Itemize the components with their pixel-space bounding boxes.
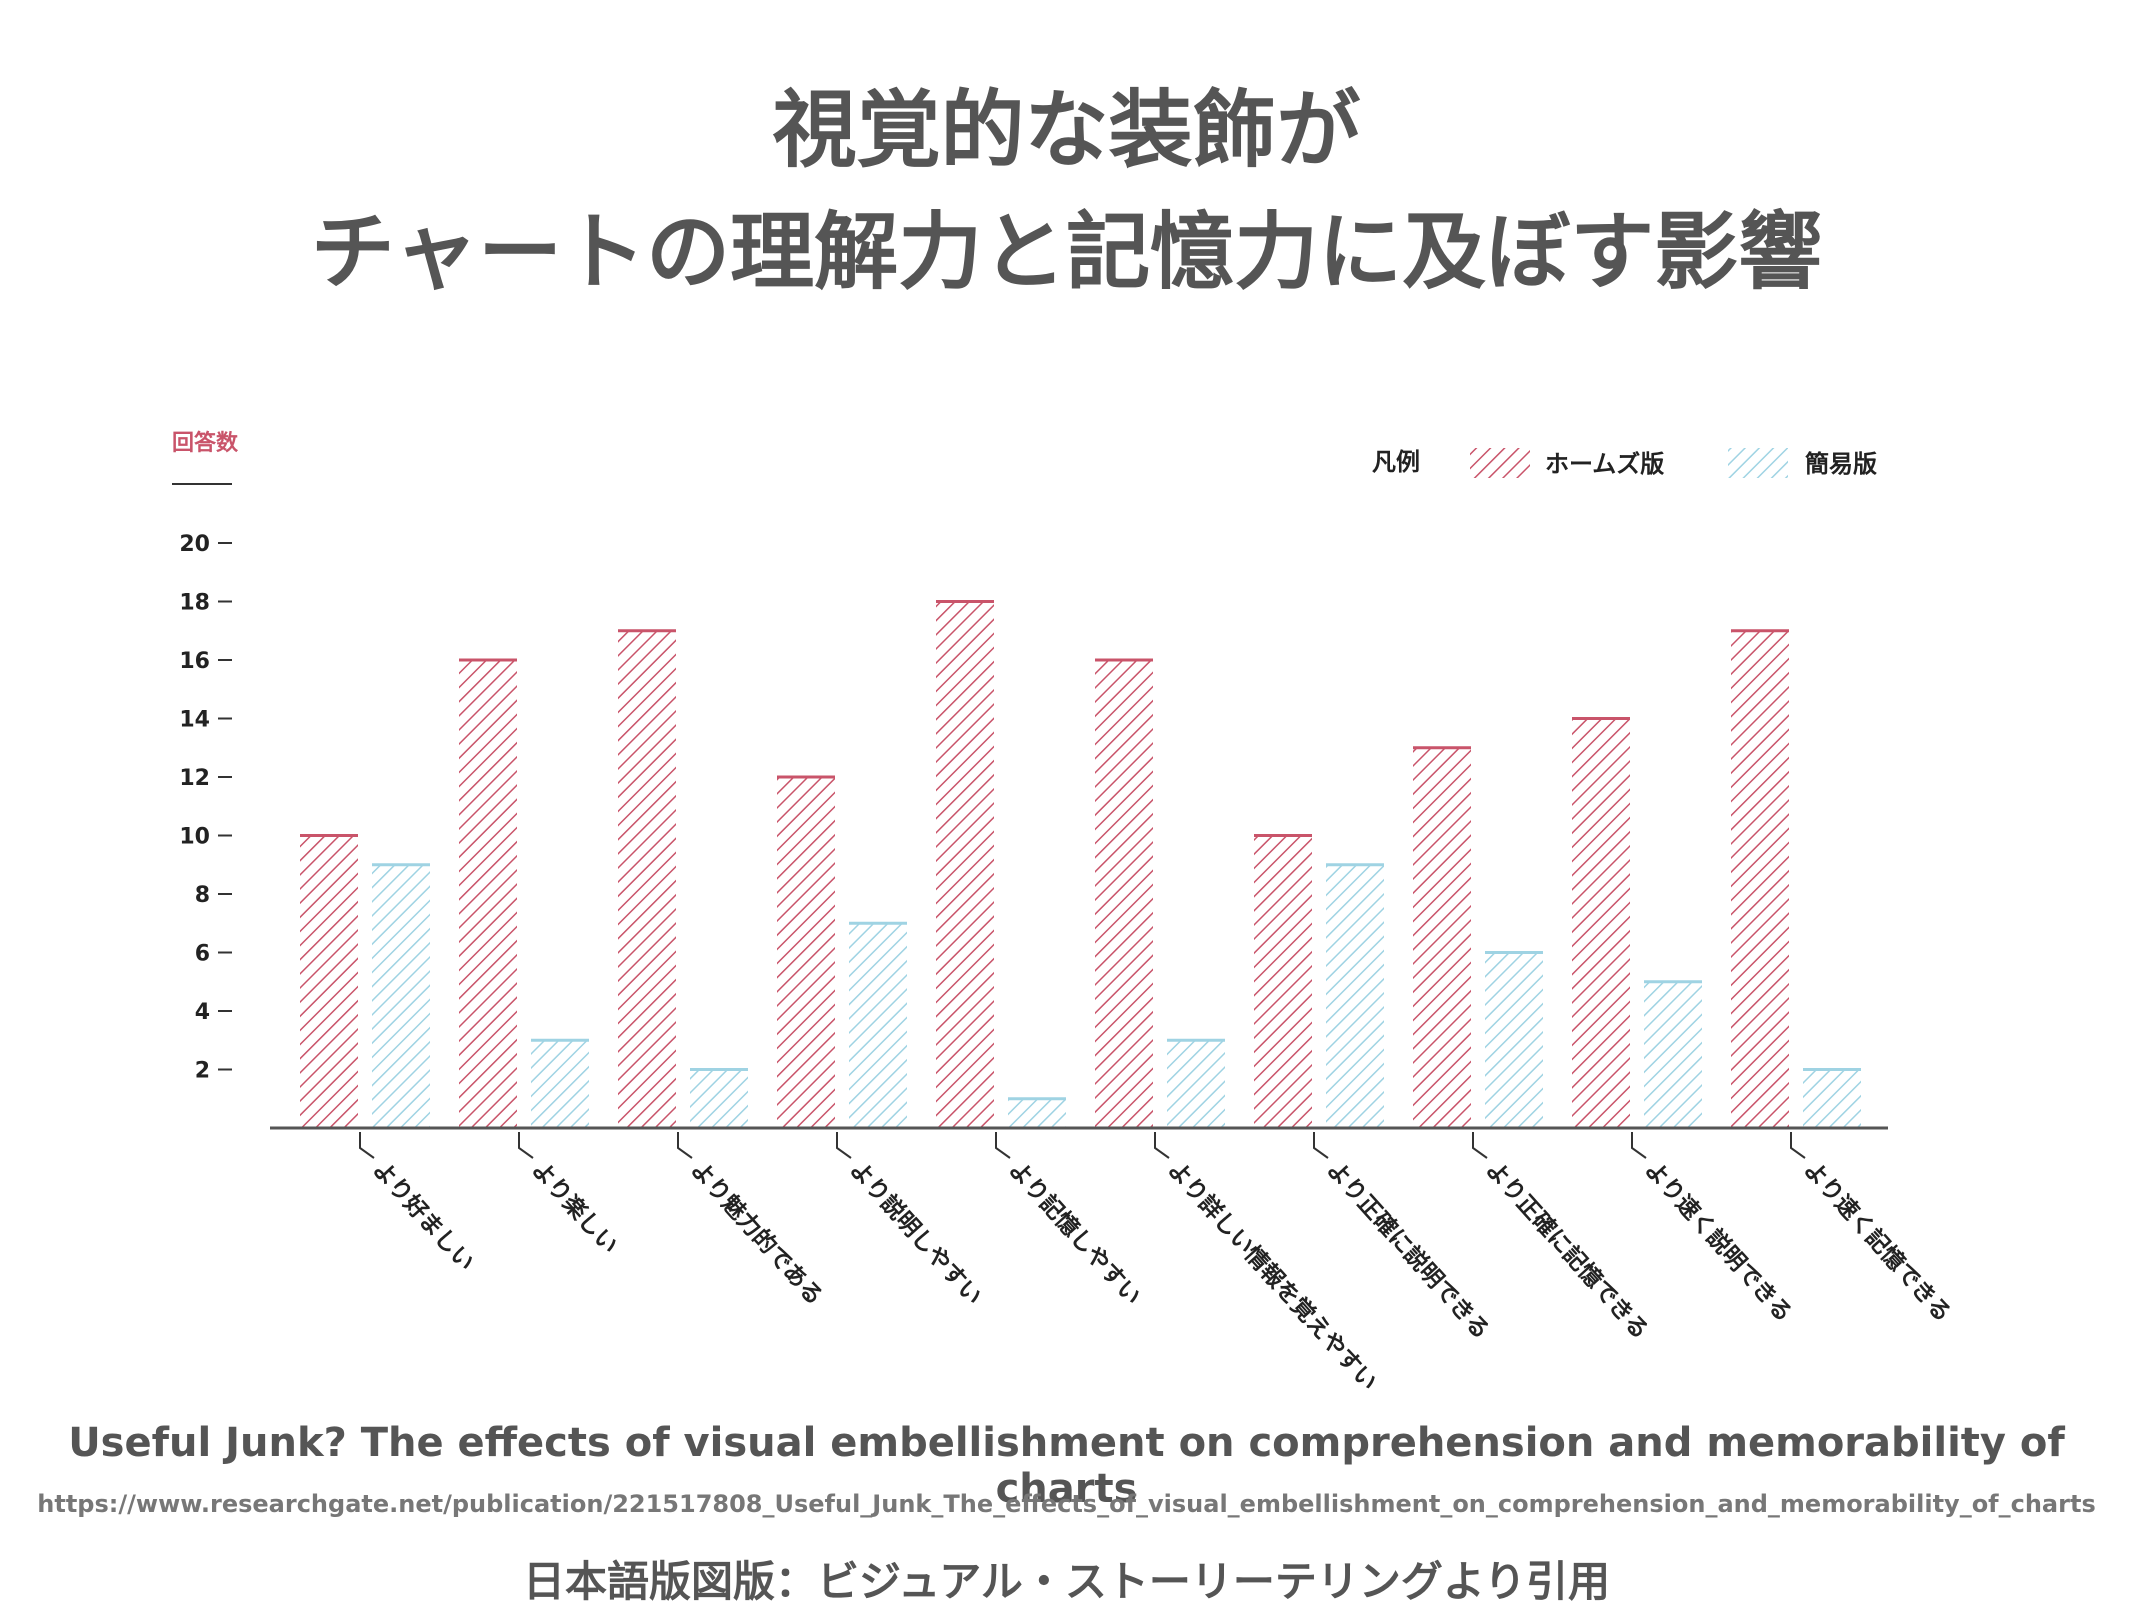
bar-holmes-6: [1254, 835, 1312, 1128]
bar-holmes-0: [300, 835, 358, 1128]
x-tick-mark: [1472, 1132, 1488, 1159]
x-tick-mark: [995, 1132, 1011, 1159]
bar-plain-9: [1803, 1069, 1861, 1128]
bar-plain-7: [1485, 952, 1543, 1128]
credit-line: 日本語版図版：ビジュアル・ストーリーテリングより引用: [523, 1557, 1610, 1606]
bar-plain-3: [849, 923, 907, 1128]
y-tick-label-2: 2: [195, 1059, 210, 1084]
bar-holmes-8: [1572, 718, 1630, 1128]
bar-holmes-7: [1413, 747, 1471, 1128]
bar-plain-0: [372, 864, 430, 1128]
y-tick-label-4: 4: [195, 1000, 210, 1025]
bar-chart: 回答数 凡例 ホームズ版 簡易版 2 4 6 8 10 12 14 16 18 20 より好ましい…: [172, 430, 1957, 1396]
bar-plain-6: [1326, 864, 1384, 1128]
bar-holmes-5: [1095, 660, 1153, 1128]
bar-plain-8: [1644, 981, 1702, 1128]
x-tick-mark: [1154, 1132, 1170, 1159]
y-tick-label-8: 8: [195, 883, 210, 908]
bar-holmes-4: [936, 601, 994, 1128]
paper-title: Useful Junk? The effects of visual embel…: [68, 1420, 2065, 1512]
y-tick-label-12: 12: [179, 766, 210, 791]
y-axis-label: 回答数: [172, 430, 239, 456]
x-tick-mark: [677, 1132, 693, 1159]
x-tick-label-1: より楽しい: [527, 1156, 624, 1259]
bar-holmes-9: [1731, 630, 1789, 1128]
x-tick-label-6: より正確に説明できる: [1322, 1156, 1495, 1344]
y-tick-label-18: 18: [179, 591, 210, 616]
page-title-line-2: チャートの理解力と記憶力に及ぼす影響: [310, 203, 1823, 301]
legend-title: 凡例: [1372, 448, 1420, 476]
x-tick-label-4: より記憶しやすい: [1004, 1156, 1147, 1310]
x-tick-mark: [1790, 1132, 1806, 1159]
x-tick-label-2: より魅力的である: [686, 1156, 829, 1310]
bar-plain-2: [690, 1069, 748, 1128]
x-tick-mark: [518, 1132, 534, 1159]
y-axis-ticks: 2 4 6 8 10 12 14 16 18 20: [179, 532, 232, 1084]
x-tick-mark: [836, 1132, 852, 1159]
x-tick-label-3: より説明しやすい: [845, 1156, 988, 1310]
y-tick-label-10: 10: [179, 825, 210, 850]
bar-holmes-1: [459, 660, 517, 1128]
bar-holmes-2: [618, 630, 676, 1128]
paper-url[interactable]: https://www.researchgate.net/publication…: [37, 1490, 2096, 1518]
legend-swatch-plain: [1728, 448, 1788, 478]
x-tick-mark: [359, 1132, 375, 1159]
x-tick-label-9: より速く記憶できる: [1799, 1156, 1957, 1327]
legend-swatch-holmes: [1470, 448, 1530, 478]
page-title-line-1: 視覚的な装飾が: [772, 81, 1361, 179]
y-tick-label-16: 16: [179, 649, 210, 674]
bar-plain-5: [1167, 1040, 1225, 1128]
x-tick-mark: [1313, 1132, 1329, 1159]
y-tick-label-14: 14: [179, 708, 210, 733]
legend-label-holmes: ホームズ版: [1545, 450, 1664, 478]
bars: [300, 600, 1861, 1128]
x-tick-label-8: より速く説明できる: [1640, 1156, 1798, 1327]
y-tick-label-20: 20: [179, 532, 210, 557]
legend-label-plain: 簡易版: [1805, 450, 1877, 478]
y-tick-label-6: 6: [195, 942, 210, 967]
x-tick-label-0: より好ましい: [368, 1157, 479, 1277]
x-tick-mark: [1631, 1132, 1647, 1159]
x-tick-label-7: より正確に記憶できる: [1481, 1156, 1654, 1344]
legend: 凡例 ホームズ版 簡易版: [1372, 448, 1877, 478]
bar-plain-4: [1008, 1098, 1066, 1128]
x-axis-labels: より好ましい より楽しい より魅力的である より説明しやすい より記憶しやすい より詳しい…: [359, 1132, 1957, 1396]
bar-holmes-3: [777, 777, 835, 1128]
bar-plain-1: [531, 1040, 589, 1128]
